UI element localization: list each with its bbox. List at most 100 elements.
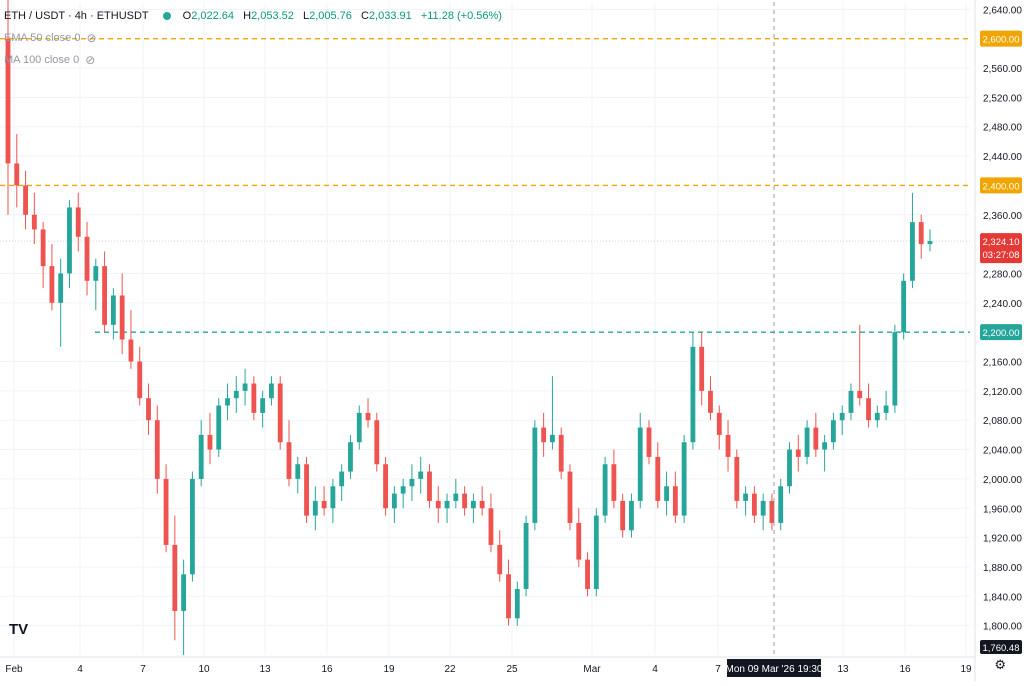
- price-tick-label: 2,240.00: [983, 299, 1022, 310]
- candle-body: [532, 427, 538, 523]
- level-price-text: 2,400.00: [983, 181, 1020, 192]
- candle-body: [672, 486, 678, 516]
- candle-body: [462, 493, 468, 509]
- candle-body: [277, 383, 283, 443]
- symbol-title[interactable]: ETH / USDT · 4h · ETHUSDT: [4, 10, 149, 22]
- candle-body: [348, 442, 353, 472]
- candle-body: [646, 427, 652, 457]
- candle-body: [312, 500, 318, 516]
- crosshair-time-tag: [727, 659, 821, 677]
- candle-body: [93, 266, 99, 281]
- candle-body: [295, 464, 301, 479]
- candle-body: [488, 508, 494, 545]
- candle-body: [286, 442, 292, 479]
- candle-body: [207, 434, 213, 450]
- price-tick-label: 2,040.00: [983, 446, 1022, 457]
- price-tick-label: 2,160.00: [983, 358, 1022, 369]
- time-tick-label: 13: [837, 664, 849, 675]
- candle-body: [67, 207, 72, 274]
- time-tick-label: 16: [321, 664, 333, 675]
- legend-indicator-ema[interactable]: EMA 50 close 0 ⊘: [4, 27, 502, 49]
- candle-body: [874, 412, 880, 421]
- candle-body: [769, 500, 775, 523]
- time-axis[interactable]: Feb 4 7 10 13 16 19 22 25 Mar 4 7 13 16 19: [0, 656, 975, 675]
- candle-body: [242, 383, 248, 391]
- candle-body: [5, 38, 11, 164]
- candle-body: [418, 471, 424, 479]
- candle-body: [830, 420, 836, 443]
- candle-body: [743, 493, 749, 501]
- candle-body: [356, 412, 362, 443]
- eye-hidden-icon[interactable]: ⊘: [85, 53, 96, 67]
- price-tick-label: 2,480.00: [983, 123, 1022, 134]
- candles: [5, 0, 933, 655]
- candle-body: [558, 434, 564, 472]
- grid: [0, 2, 970, 655]
- close-label: C: [360, 10, 369, 22]
- candle-body: [567, 471, 573, 523]
- tradingview-logo-icon[interactable]: TV: [9, 621, 29, 638]
- candle-body: [216, 405, 222, 450]
- time-tick-label: 10: [198, 664, 210, 675]
- gear-icon[interactable]: ⚙: [994, 657, 1006, 672]
- candle-body: [655, 456, 661, 501]
- price-tick-label: 2,360.00: [983, 211, 1022, 222]
- candle-body: [453, 493, 459, 501]
- bottom-price-tag: [980, 640, 1022, 654]
- close-value: 2,033.91: [368, 10, 412, 22]
- candle-body: [681, 442, 687, 516]
- candle-body: [734, 456, 740, 501]
- candle-body: [708, 390, 713, 413]
- time-tick-label: 25: [506, 664, 518, 675]
- time-tick-label: 19: [960, 664, 972, 675]
- candle-body: [31, 214, 37, 230]
- price-axis[interactable]: 2,640.00 2,560.00 2,520.00 2,480.00 2,440.00…: [974, 0, 1022, 681]
- time-tick-label: 13: [259, 664, 271, 675]
- legend-indicator-ma[interactable]: MA 100 close 0 ⊘: [4, 49, 502, 71]
- high-value: 2,053.52: [251, 10, 294, 22]
- time-tick-label: 22: [444, 664, 456, 675]
- candle-body: [260, 398, 266, 413]
- candle-body: [339, 471, 345, 487]
- candle-body: [181, 574, 187, 611]
- candle-body: [102, 266, 108, 325]
- bottom-price-text: 1,760.48: [983, 643, 1020, 654]
- level-price-text: 2,600.00: [983, 35, 1020, 46]
- candle-body: [664, 486, 669, 501]
- price-tick-label: 1,960.00: [983, 504, 1022, 515]
- level-price-text: 2,200.00: [983, 328, 1020, 339]
- time-tick-label: Feb: [5, 664, 23, 675]
- price-tick-label: 1,800.00: [983, 622, 1022, 633]
- candle-body: [918, 222, 924, 245]
- indicator-ma-label: MA 100 close 0: [4, 54, 80, 66]
- candle-body: [514, 588, 520, 619]
- candle-body: [497, 544, 503, 575]
- candle-body: [593, 515, 599, 589]
- candle-body: [839, 412, 845, 421]
- candle-body: [506, 574, 511, 619]
- candle-body: [330, 486, 336, 509]
- candle-body: [690, 346, 696, 443]
- time-tick-label: 4: [652, 664, 658, 675]
- candle-body: [365, 412, 371, 421]
- eye-hidden-icon[interactable]: ⊘: [86, 31, 97, 45]
- legend: ETH / USDT · 4h · ETHUSDT O2,022.64 H2,0…: [4, 5, 502, 71]
- candle-body: [822, 442, 828, 450]
- candle-body: [892, 332, 898, 406]
- candle-body: [848, 390, 854, 413]
- market-status-icon: [162, 12, 171, 20]
- candle-body: [866, 398, 871, 421]
- price-tick-label: 2,440.00: [983, 152, 1022, 163]
- candle-body: [400, 486, 406, 494]
- time-tick-label: 7: [715, 664, 721, 675]
- candle-body: [304, 464, 309, 516]
- candle-body: [391, 493, 397, 509]
- candle-body: [637, 427, 643, 501]
- candle-body: [225, 398, 230, 406]
- level-price-tag: [980, 324, 1022, 341]
- candle-body: [716, 412, 722, 435]
- level-price-tag: [980, 177, 1022, 194]
- candle-body: [23, 185, 28, 215]
